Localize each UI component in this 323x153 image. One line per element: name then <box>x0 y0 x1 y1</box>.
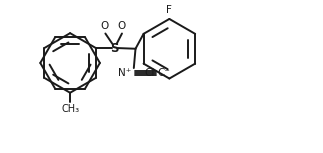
Text: C⁻: C⁻ <box>158 68 171 78</box>
Text: F: F <box>166 5 172 15</box>
Text: Cl: Cl <box>144 68 155 78</box>
Text: CH₃: CH₃ <box>61 104 79 114</box>
Text: N⁺: N⁺ <box>118 68 131 78</box>
Text: S: S <box>110 42 119 55</box>
Text: O: O <box>118 21 126 31</box>
Text: O: O <box>100 21 109 31</box>
